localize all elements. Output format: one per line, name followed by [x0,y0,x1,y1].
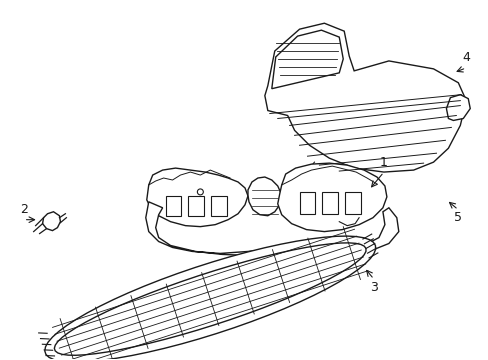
Text: 1: 1 [379,156,387,168]
Bar [322,192,338,214]
Bar [299,192,315,214]
Text: 4: 4 [461,51,469,64]
Circle shape [197,189,203,195]
Text: 2: 2 [20,203,28,216]
Bar [165,196,181,216]
Text: 3: 3 [369,281,377,294]
Polygon shape [146,168,247,227]
Polygon shape [42,212,61,231]
Polygon shape [247,177,281,216]
Polygon shape [446,95,469,121]
Bar [188,196,204,216]
Polygon shape [264,23,466,172]
Polygon shape [45,236,375,360]
Text: 5: 5 [453,211,461,224]
Bar [211,196,226,216]
Polygon shape [145,202,398,256]
Bar [345,192,360,214]
Polygon shape [277,163,386,231]
